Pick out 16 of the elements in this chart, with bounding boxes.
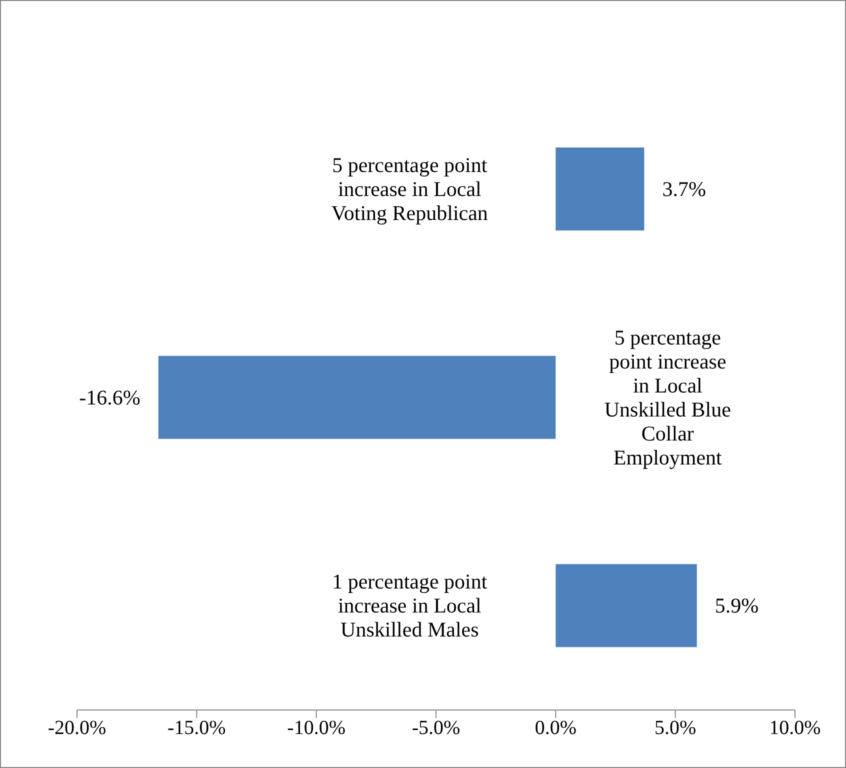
x-tick-label: 0.0% (534, 717, 577, 740)
x-tick-label: -20.0% (48, 717, 106, 740)
y-tick-label: 5 percentage point increase in Local Voting Republican (331, 153, 488, 225)
x-tick-label: -15.0% (168, 717, 226, 740)
y-tick-label: 1 percentage point increase in Local Unskilled Males (332, 570, 488, 642)
bar (158, 356, 556, 439)
x-tick-label: 5.0% (654, 717, 696, 740)
data-label: -16.6% (79, 385, 140, 410)
x-tick-label: -10.0% (287, 717, 346, 740)
y-tick-label: 5 percentage point increase in Local Unskilled Blue Collar Employment (604, 325, 731, 470)
bar (556, 564, 697, 648)
x-tick-label: -5.0% (412, 717, 460, 740)
data-label: 3.7% (662, 177, 706, 201)
data-label: 5.9% (714, 594, 759, 618)
x-tick-label: 10.0% (769, 717, 821, 740)
bar (556, 148, 644, 230)
